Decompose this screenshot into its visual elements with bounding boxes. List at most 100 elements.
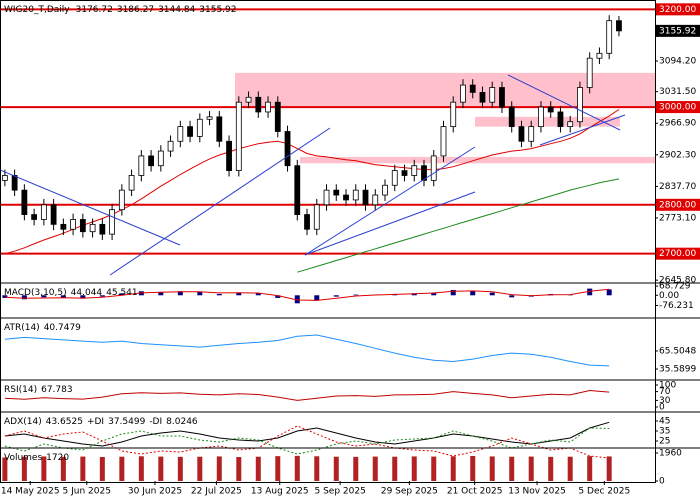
y-tick-label: 2645.80	[659, 276, 696, 286]
level-label: 3200.00	[659, 5, 696, 15]
candle-body	[596, 52, 603, 59]
candle-body	[333, 189, 340, 196]
indicator-bar	[236, 457, 242, 481]
moving-average	[297, 178, 620, 273]
indicator-bar	[177, 291, 183, 296]
indicator-bar	[470, 456, 476, 481]
level-label-box	[656, 101, 700, 114]
y-tick-label: 2837.70	[659, 182, 696, 192]
candle-body	[70, 219, 77, 230]
indicator-bar	[489, 456, 495, 481]
series-last-value: 1720	[46, 453, 69, 463]
candle-body	[401, 170, 408, 176]
indicator-bar	[255, 456, 261, 481]
indicator-name: ADX(14)	[4, 417, 42, 427]
indicator-header: MACD(3,10,5) 44.044 45.541	[4, 288, 138, 298]
trendline	[109, 127, 331, 276]
candle-body	[586, 57, 593, 88]
indicator-bar	[314, 456, 320, 481]
x-tick-label: 5 Dec 2025	[578, 487, 630, 497]
indicator-bar	[470, 290, 476, 296]
indicator-bar	[41, 295, 47, 298]
y-tick-label: 0	[659, 477, 665, 487]
level-label-box	[656, 3, 700, 16]
trendlines	[0, 74, 626, 276]
candle-body	[294, 165, 301, 215]
indicator-header: Volumes 1720	[4, 453, 69, 463]
indicator-bar	[372, 456, 378, 481]
indicator-bar	[411, 293, 417, 296]
indicator-line	[4, 334, 610, 367]
candle-body	[167, 140, 174, 152]
candle-body	[421, 165, 427, 181]
indicator-bar	[197, 291, 203, 296]
candle-body	[606, 20, 613, 54]
x-tick-label: 30 Jun 2025	[128, 487, 182, 497]
indicator-bar	[158, 456, 164, 481]
candle-body	[118, 189, 125, 211]
candle-body	[187, 126, 193, 137]
indicator-bar	[528, 456, 534, 481]
y-tick-label: 100	[659, 380, 676, 390]
series-last-value: 67.783	[41, 385, 73, 395]
indicator-header: RSI(14) 67.783	[4, 385, 73, 395]
moving-average	[4, 109, 620, 255]
zone	[475, 116, 620, 127]
indicator-bar	[314, 295, 320, 301]
indicator-bar	[99, 295, 105, 297]
candle-body	[479, 92, 486, 103]
x-tick-label: 29 Sep 2025	[381, 487, 438, 497]
indicator-bar	[411, 456, 417, 481]
candles	[1, 15, 622, 240]
candle-body	[460, 84, 466, 103]
indicator-bar	[450, 456, 456, 481]
candle-body	[206, 116, 213, 120]
candle-body	[469, 84, 476, 93]
plot-frame	[0, 0, 656, 483]
symbol: WIG20_T,Daily	[4, 5, 70, 15]
indicator-bar	[236, 292, 242, 296]
candle-body	[391, 170, 398, 186]
x-tick-label: 5 Sep 2025	[315, 487, 366, 497]
indicator-name: ATR(14)	[4, 323, 40, 333]
trendline	[539, 114, 626, 146]
y-tick-label: 35	[659, 427, 670, 437]
level-label: 2700.00	[659, 249, 696, 259]
candle-body	[518, 126, 525, 142]
candle-body	[138, 155, 145, 176]
series-last-value: 44.044	[71, 288, 103, 298]
indicator-bar	[119, 293, 125, 296]
y-tick-label: 2966.90	[659, 119, 696, 129]
low: 3144.84	[158, 5, 195, 15]
header: WIG20_T,Daily 3176.72 3186.27 3144.84 3155.9…	[4, 5, 237, 15]
candle-body	[196, 118, 203, 137]
series-last-value: 45.541	[106, 288, 138, 298]
indicator-bar	[197, 456, 203, 481]
candle-body	[557, 111, 564, 128]
candle-body	[284, 131, 291, 167]
indicator-bar	[431, 456, 437, 481]
zone	[235, 72, 655, 108]
indicator-bar	[275, 456, 281, 481]
x-tick-label: 13 Aug 2025	[251, 487, 309, 497]
candle-body	[313, 204, 320, 230]
y-tick-label: 3094.20	[659, 57, 696, 67]
candle-body	[274, 101, 281, 132]
candle-body	[60, 223, 67, 230]
candle-body	[226, 140, 232, 171]
indicator-header: ATR(14) 40.7479	[4, 323, 81, 333]
x-tick-label: 5 Jun 2025	[63, 487, 111, 497]
y-tick-label: 25	[659, 437, 670, 447]
indicator-line	[4, 288, 610, 301]
indicator-bar	[119, 456, 125, 481]
candle-body	[508, 106, 515, 128]
candle-body	[1, 175, 8, 181]
series-last-value: 37.5499	[108, 417, 145, 427]
x-tick-label: 21 Oct 2025	[447, 487, 503, 497]
indicator-bar	[158, 291, 164, 296]
y-tick-label: 1960	[659, 449, 682, 459]
indicator-name: RSI(14)	[4, 385, 37, 395]
y-tick-label: 35.5899	[659, 364, 696, 374]
candle-body	[177, 126, 184, 142]
